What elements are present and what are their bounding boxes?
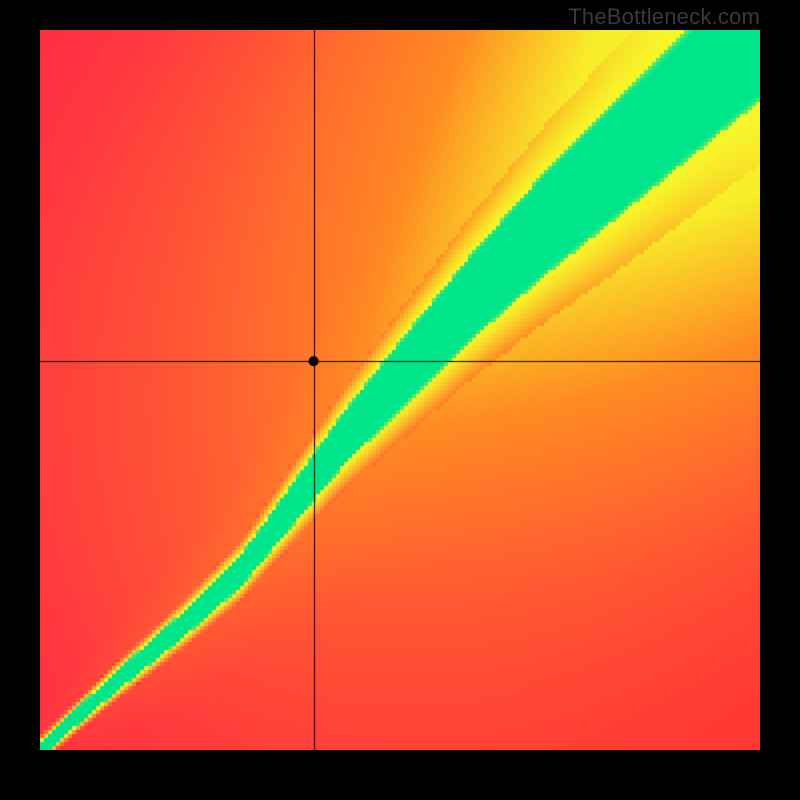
watermark-text: TheBottleneck.com [568,4,760,30]
bottleneck-heatmap [40,30,760,750]
